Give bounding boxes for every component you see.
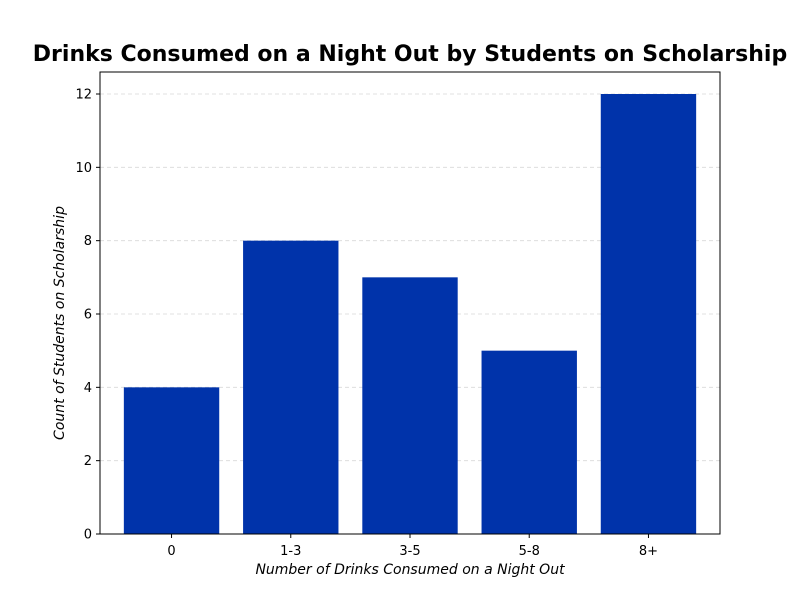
y-tick-label: 8 <box>84 234 92 249</box>
y-tick-label: 12 <box>75 88 92 103</box>
x-tick-label: 1-3 <box>280 544 301 559</box>
y-tick-label: 0 <box>84 528 92 543</box>
x-tick-label: 5-8 <box>519 544 540 559</box>
x-axis-label: Number of Drinks Consumed on a Night Out <box>255 562 565 578</box>
bars <box>123 94 697 534</box>
x-tick-label: 0 <box>167 544 175 559</box>
x-tick-label: 8+ <box>639 544 658 559</box>
x-axis-ticks: 0 1-3 3-5 5-8 8+ <box>167 534 658 559</box>
y-axis-label: Count of Students on Scholarship <box>52 206 68 440</box>
bar-5-8 <box>481 350 577 534</box>
y-tick-label: 6 <box>84 308 92 323</box>
bar-3-5 <box>362 277 458 534</box>
y-tick-label: 4 <box>84 381 92 396</box>
y-tick-label: 10 <box>75 161 92 176</box>
y-tick-label: 2 <box>84 454 92 469</box>
x-tick-label: 3-5 <box>399 544 420 559</box>
bar-0 <box>123 387 220 534</box>
chart-title: Drinks Consumed on a Night Out by Studen… <box>32 42 788 67</box>
bar-1-3 <box>243 240 339 534</box>
bar-8+ <box>600 94 697 534</box>
y-axis-ticks: 0 2 4 6 8 10 12 <box>75 88 100 543</box>
